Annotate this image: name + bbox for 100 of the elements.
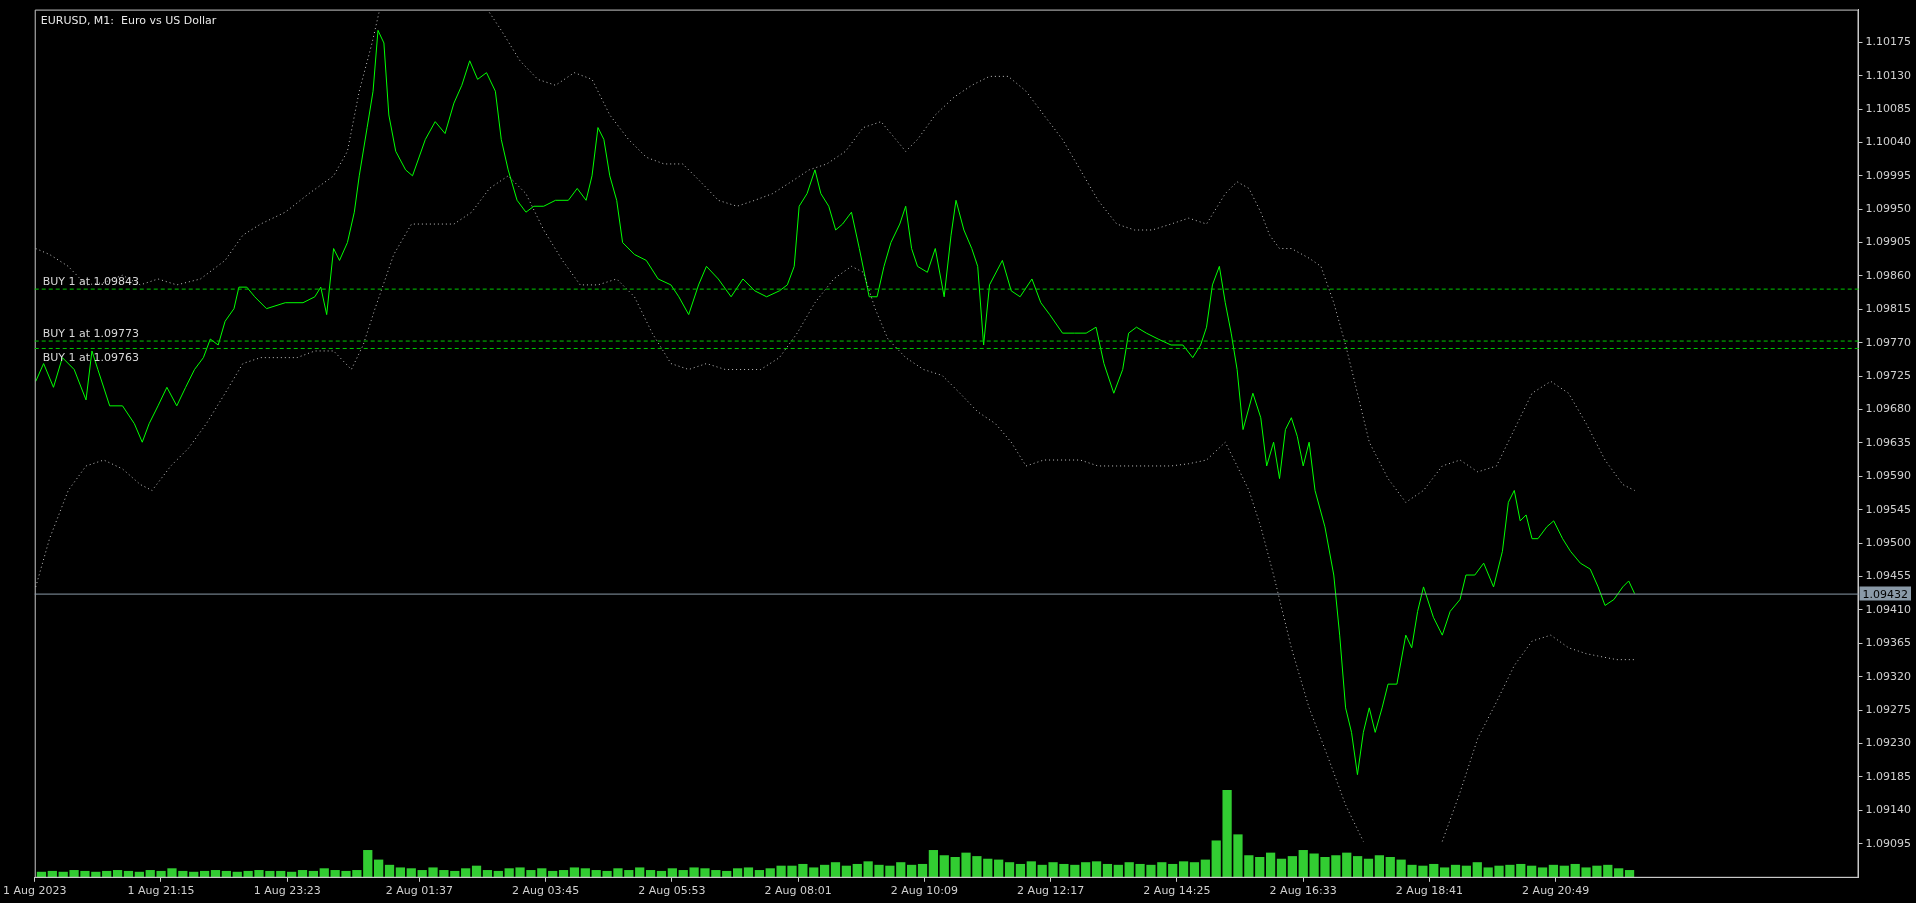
bar bbox=[1189, 862, 1199, 877]
y-tick-label: 1.09185 bbox=[1865, 769, 1912, 783]
x-tick-label: 2 Aug 05:53 bbox=[638, 884, 706, 898]
x-tick-label: 2 Aug 01:37 bbox=[385, 884, 453, 898]
x-tick-label: 2 Aug 16:33 bbox=[1269, 884, 1337, 898]
bar bbox=[1113, 864, 1123, 877]
bar bbox=[1624, 869, 1634, 877]
bar bbox=[1004, 862, 1014, 877]
bar bbox=[221, 870, 231, 877]
bar bbox=[395, 867, 405, 877]
bar bbox=[939, 855, 949, 877]
bar bbox=[1276, 858, 1286, 877]
bar bbox=[275, 870, 286, 877]
bar bbox=[1352, 855, 1362, 877]
y-tick-label: 1.09590 bbox=[1865, 469, 1912, 483]
y-tick-label: 1.09320 bbox=[1865, 669, 1912, 683]
y-tick-label: 1.09815 bbox=[1865, 302, 1912, 316]
x-tick-label: 2 Aug 14:25 bbox=[1143, 884, 1211, 898]
y-tick-label: 1.09140 bbox=[1865, 803, 1912, 817]
x-tick-label: 1 Aug 2023 bbox=[3, 884, 67, 898]
y-tick-label: 1.09905 bbox=[1865, 235, 1912, 249]
x-tick-label: 1 Aug 23:23 bbox=[253, 884, 321, 898]
y-tick-label: 1.09500 bbox=[1865, 535, 1912, 549]
bar bbox=[841, 865, 851, 877]
bar bbox=[732, 868, 742, 877]
bar bbox=[482, 869, 492, 877]
bar bbox=[134, 871, 144, 877]
bar bbox=[928, 849, 938, 877]
bar bbox=[471, 865, 481, 877]
bar bbox=[1439, 867, 1449, 877]
bar bbox=[1374, 855, 1384, 877]
bar bbox=[1559, 865, 1569, 877]
bar bbox=[1341, 852, 1352, 877]
bar bbox=[493, 870, 503, 877]
bar bbox=[1178, 861, 1188, 877]
bar bbox=[808, 867, 819, 877]
bar bbox=[1526, 865, 1536, 877]
y-tick-label: 1.09725 bbox=[1865, 369, 1912, 383]
bar bbox=[645, 869, 655, 877]
y-tick-label: 1.09995 bbox=[1865, 168, 1912, 182]
x-tick-label: 2 Aug 20:49 bbox=[1522, 884, 1590, 898]
bar bbox=[917, 863, 927, 877]
bar bbox=[819, 864, 829, 877]
y-tick-label: 1.09410 bbox=[1865, 602, 1912, 616]
y-tick-label: 1.10040 bbox=[1865, 135, 1912, 149]
bar bbox=[558, 869, 568, 877]
bar bbox=[36, 871, 46, 877]
bar bbox=[460, 868, 470, 877]
bar bbox=[199, 870, 209, 877]
bar bbox=[406, 868, 416, 877]
y-tick-label: 1.10130 bbox=[1865, 68, 1912, 82]
bar bbox=[112, 869, 122, 877]
x-tick-label: 2 Aug 18:41 bbox=[1395, 884, 1464, 898]
bar bbox=[1102, 863, 1112, 877]
y-tick-label: 1.09230 bbox=[1865, 736, 1912, 750]
y-tick-label: 1.09455 bbox=[1865, 569, 1912, 583]
ref-line-label: BUY 1 at 1.09843 bbox=[42, 274, 140, 288]
bar bbox=[906, 864, 916, 877]
bar bbox=[634, 867, 645, 877]
x-tick-label: 1 Aug 21:15 bbox=[127, 884, 195, 898]
y-tick-label: 1.09860 bbox=[1865, 268, 1912, 282]
bar bbox=[1461, 865, 1471, 877]
y-tick-label: 1.09545 bbox=[1865, 502, 1912, 516]
bar bbox=[47, 870, 57, 877]
bar bbox=[1200, 859, 1210, 877]
bar bbox=[286, 871, 296, 877]
x-tick-label: 2 Aug 08:01 bbox=[764, 884, 832, 898]
bar bbox=[580, 868, 590, 877]
bar bbox=[1613, 868, 1624, 877]
y-tick-label: 1.09365 bbox=[1865, 636, 1912, 650]
bar bbox=[308, 870, 318, 877]
bar bbox=[188, 871, 199, 877]
bar bbox=[569, 867, 579, 877]
bar bbox=[1265, 852, 1275, 877]
x-tick-label: 2 Aug 03:45 bbox=[512, 884, 580, 898]
bar bbox=[1026, 861, 1036, 877]
y-tick-label: 1.09635 bbox=[1865, 435, 1912, 449]
y-tick-label: 1.10175 bbox=[1865, 35, 1912, 49]
y-tick-label: 1.09275 bbox=[1865, 702, 1912, 716]
bar bbox=[667, 868, 677, 877]
bar bbox=[830, 862, 840, 877]
y-tick-label: 1.10085 bbox=[1865, 101, 1912, 115]
bar bbox=[547, 870, 558, 877]
x-tick-label: 2 Aug 12:17 bbox=[1017, 884, 1085, 898]
bar bbox=[852, 863, 862, 877]
bar bbox=[1537, 867, 1547, 877]
bar bbox=[993, 859, 1003, 877]
bar bbox=[1080, 862, 1091, 877]
bar bbox=[743, 867, 753, 877]
ref-line-label: 1.09432 bbox=[1862, 587, 1909, 601]
bar bbox=[1254, 856, 1265, 877]
bar bbox=[123, 870, 133, 877]
bar bbox=[101, 870, 112, 877]
y-tick-label: 1.09095 bbox=[1865, 836, 1912, 850]
bar bbox=[319, 868, 329, 877]
bar bbox=[373, 859, 383, 877]
bar bbox=[1472, 862, 1482, 877]
bar bbox=[1091, 861, 1101, 877]
bar bbox=[210, 869, 220, 877]
ref-line-label: BUY 1 at 1.09763 bbox=[42, 350, 140, 364]
